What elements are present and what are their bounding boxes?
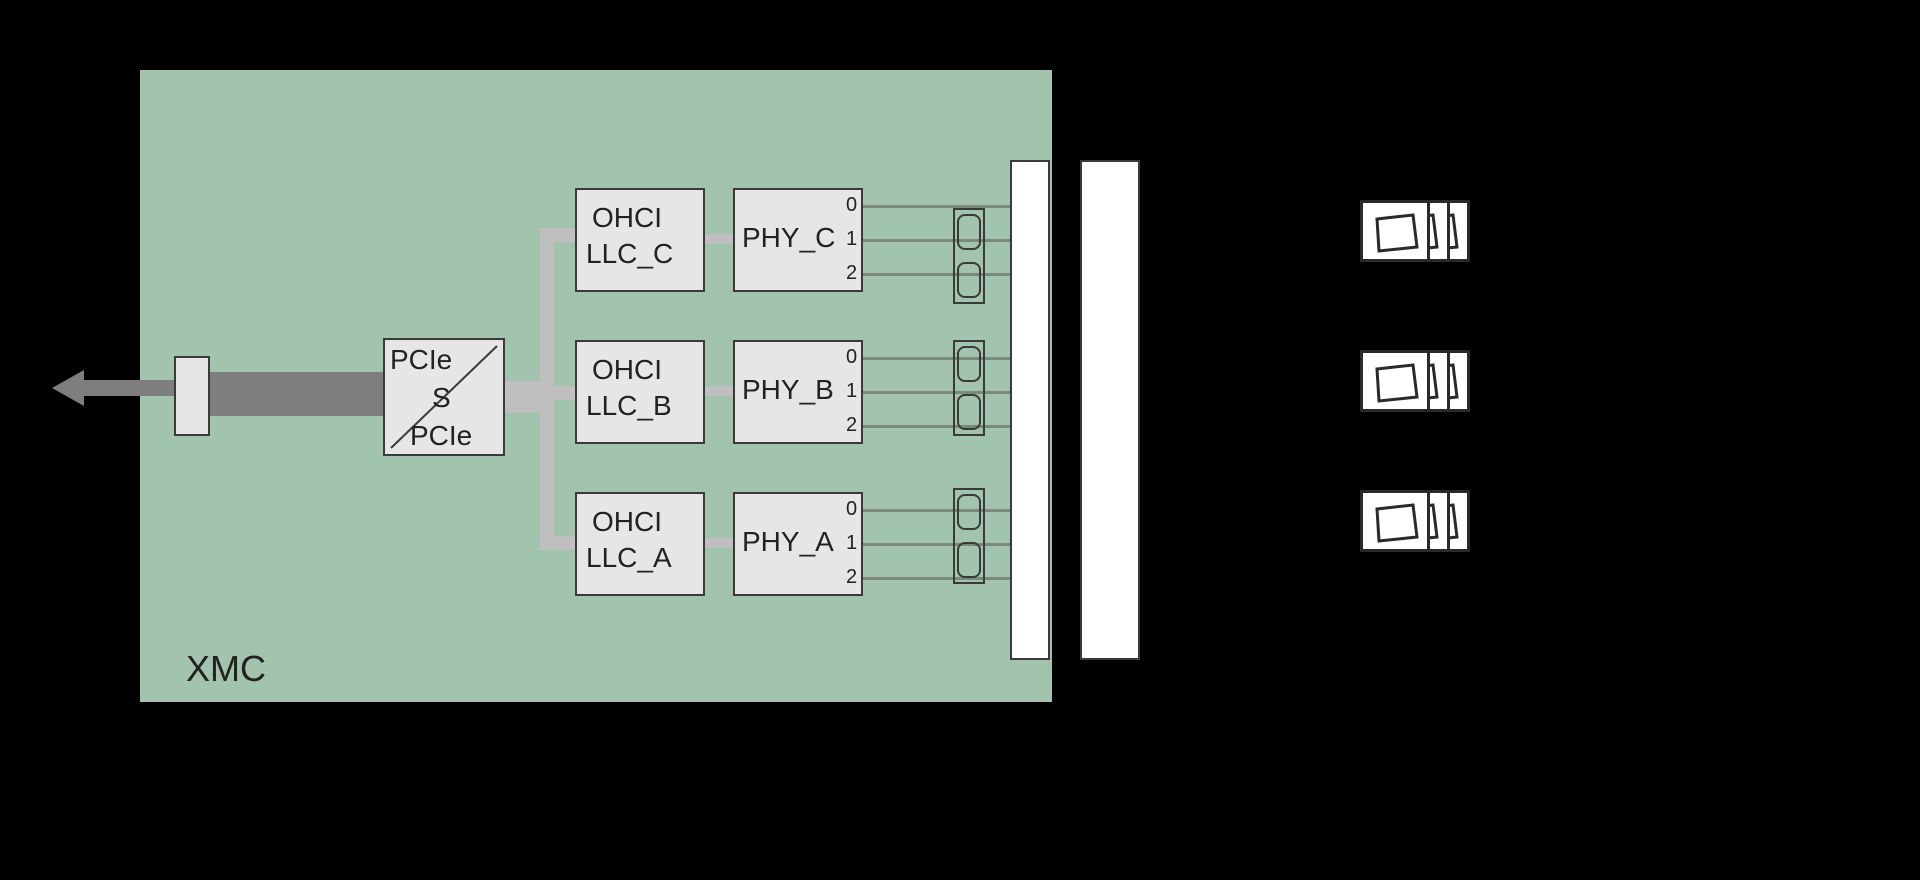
transformer-b bbox=[953, 340, 985, 436]
phy-a-label: PHY_A bbox=[742, 526, 834, 558]
ohci-c-l2: LLC_C bbox=[586, 238, 673, 270]
phy-c-label: PHY_C bbox=[742, 222, 835, 254]
xmc-label: XMC bbox=[186, 648, 266, 690]
wire-a2 bbox=[863, 577, 1010, 580]
transformer-c bbox=[953, 208, 985, 304]
phy-a-p1: 1 bbox=[846, 532, 857, 555]
bus-to-a-v bbox=[540, 398, 554, 546]
phy-c-p1: 1 bbox=[846, 228, 857, 251]
wire-c2 bbox=[863, 273, 1010, 276]
phy-c-p2: 2 bbox=[846, 262, 857, 285]
ohci-b-l1: OHCI bbox=[592, 354, 662, 386]
wire-b0 bbox=[863, 357, 1010, 360]
wire-a0 bbox=[863, 509, 1010, 512]
node-icon bbox=[1360, 200, 1430, 262]
node-icon bbox=[1360, 350, 1430, 412]
ohci-a-l1: OHCI bbox=[592, 506, 662, 538]
transformer-a bbox=[953, 488, 985, 584]
bus-to-c-v bbox=[540, 228, 554, 393]
pcie-label-bot: PCIe bbox=[410, 420, 472, 452]
edge-connector bbox=[174, 356, 210, 436]
bus-stub bbox=[505, 381, 545, 413]
node-cluster-a bbox=[1360, 490, 1480, 600]
bus-to-c-h bbox=[540, 228, 576, 242]
host-arrow-icon bbox=[52, 370, 84, 406]
phy-b-label: PHY_B bbox=[742, 374, 834, 406]
host-arrow-shaft bbox=[84, 380, 184, 396]
bus-to-a-h bbox=[540, 536, 576, 550]
io-connector-outer bbox=[1080, 160, 1140, 660]
phy-b-p1: 1 bbox=[846, 380, 857, 403]
wire-a1 bbox=[863, 543, 1010, 546]
phy-a-p2: 2 bbox=[846, 566, 857, 589]
phy-c-p0: 0 bbox=[846, 194, 857, 217]
pcie-label-top: PCIe bbox=[390, 344, 452, 376]
wire-b2 bbox=[863, 425, 1010, 428]
ohci-a-l2: LLC_A bbox=[586, 542, 672, 574]
wire-c0 bbox=[863, 205, 1010, 208]
ohci-c-l1: OHCI bbox=[592, 202, 662, 234]
io-connector-outer-face bbox=[1092, 175, 1128, 650]
io-connector-inner-face bbox=[1018, 173, 1042, 651]
wire-c1 bbox=[863, 239, 1010, 242]
link-b bbox=[705, 386, 733, 396]
phy-b-p0: 0 bbox=[846, 346, 857, 369]
node-cluster-c bbox=[1360, 200, 1480, 310]
node-icon bbox=[1360, 490, 1430, 552]
link-c bbox=[705, 234, 733, 244]
link-a bbox=[705, 538, 733, 548]
io-connector-inner bbox=[1010, 160, 1050, 660]
phy-b-p2: 2 bbox=[846, 414, 857, 437]
node-cluster-b bbox=[1360, 350, 1480, 460]
phy-a-p0: 0 bbox=[846, 498, 857, 521]
ohci-b-l2: LLC_B bbox=[586, 390, 672, 422]
pcie-bus-bar bbox=[210, 372, 384, 416]
wire-b1 bbox=[863, 391, 1010, 394]
pcie-label-mid: S bbox=[432, 382, 451, 414]
